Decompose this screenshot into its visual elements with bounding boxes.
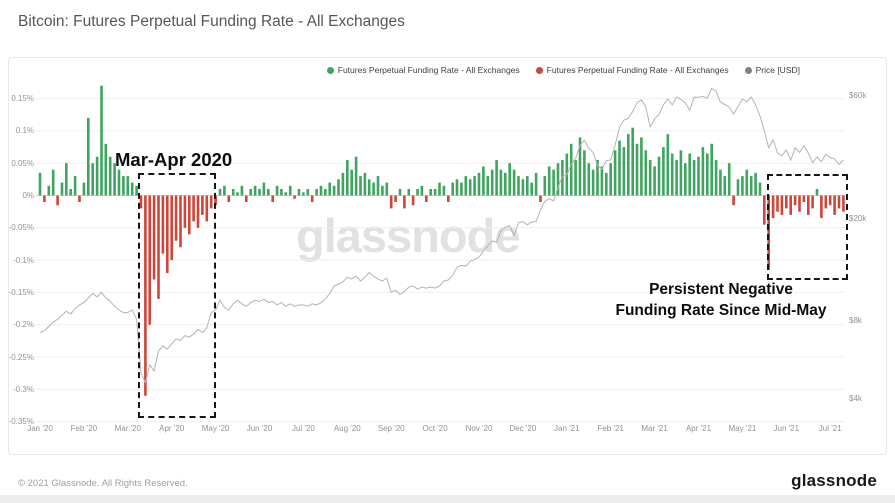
x-axis-tick: Feb '21 bbox=[597, 424, 624, 433]
x-axis-tick: Apr '21 bbox=[685, 424, 712, 433]
legend-item-funding-positive[interactable]: Futures Perpetual Funding Rate - All Exc… bbox=[326, 65, 520, 75]
glassnode-logo[interactable]: glassnode bbox=[791, 471, 877, 490]
gray-dot-icon bbox=[744, 66, 752, 74]
green-dot-icon bbox=[326, 66, 334, 74]
x-axis-tick: Jul '20 bbox=[291, 424, 315, 433]
chart-legend: Futures Perpetual Funding Rate - All Exc… bbox=[326, 65, 800, 75]
y-axis-left-tick: -0.35% bbox=[8, 417, 34, 427]
x-axis-tick: Jan '21 bbox=[554, 424, 580, 433]
legend-label: Futures Perpetual Funding Rate - All Exc… bbox=[546, 65, 729, 75]
glassnode-watermark: glassnode bbox=[296, 209, 520, 262]
x-axis-tick: Jun '21 bbox=[773, 424, 800, 433]
x-axis-tick: Feb '20 bbox=[70, 424, 98, 433]
x-axis-tick: Jul '21 bbox=[818, 424, 842, 433]
y-axis-right-tick: $60k bbox=[849, 90, 867, 100]
y-axis-left-tick: -0.05% bbox=[8, 223, 34, 233]
x-axis-tick: Sep '20 bbox=[377, 424, 405, 433]
x-axis-tick: Mar '21 bbox=[641, 424, 668, 433]
annotation-box-mid-may bbox=[767, 174, 848, 280]
y-axis-left-tick: 0.15% bbox=[11, 94, 34, 104]
x-axis-tick: May '20 bbox=[201, 424, 230, 433]
legend-item-price-usd[interactable]: Price [USD] bbox=[744, 65, 800, 75]
annotation-line-2: Funding Rate Since Mid-May bbox=[615, 302, 827, 319]
y-axis-left-tick: -0.2% bbox=[13, 320, 34, 330]
x-axis-tick: Apr '20 bbox=[159, 424, 185, 433]
annotation-box-mar-apr-2020 bbox=[138, 173, 216, 418]
y-axis-left-tick: -0.15% bbox=[8, 287, 34, 297]
x-axis-tick: Jun '20 bbox=[246, 424, 273, 433]
x-axis-tick: May '21 bbox=[728, 424, 757, 433]
x-axis-tick: Aug '20 bbox=[333, 424, 361, 433]
x-axis-tick: Oct '20 bbox=[422, 424, 448, 433]
x-axis-tick: Nov '20 bbox=[465, 424, 493, 433]
y-axis-right-tick: $4k bbox=[849, 393, 862, 403]
legend-label: Price [USD] bbox=[755, 65, 800, 75]
red-dot-icon bbox=[535, 66, 543, 74]
annotation-persistent-negative: Persistent Negative Funding Rate Since M… bbox=[592, 279, 850, 321]
y-axis-left-tick: -0.3% bbox=[13, 384, 34, 394]
x-axis-tick: Mar '20 bbox=[114, 424, 142, 433]
annotation-line-1: Persistent Negative bbox=[649, 281, 793, 298]
legend-item-funding-negative[interactable]: Futures Perpetual Funding Rate - All Exc… bbox=[535, 65, 729, 75]
annotation-mar-apr-2020: Mar-Apr 2020 bbox=[115, 149, 233, 170]
x-axis-tick: Jan '20 bbox=[27, 424, 53, 433]
legend-label: Futures Perpetual Funding Rate - All Exc… bbox=[337, 65, 520, 75]
y-axis-right-tick: $20k bbox=[849, 213, 867, 223]
y-axis-left-tick: -0.25% bbox=[8, 352, 34, 362]
bottom-strip bbox=[0, 495, 895, 503]
y-axis-left-tick: -0.1% bbox=[13, 255, 34, 265]
y-axis-left-tick: 0.05% bbox=[11, 158, 34, 168]
y-axis-left-tick: 0.1% bbox=[15, 126, 34, 136]
y-axis-right-tick: $8k bbox=[849, 316, 862, 326]
y-axis-left-tick: 0% bbox=[22, 191, 34, 200]
copyright-text: © 2021 Glassnode. All Rights Reserved. bbox=[18, 478, 188, 489]
x-axis-tick: Dec '20 bbox=[509, 424, 537, 433]
page-title: Bitcoin: Futures Perpetual Funding Rate … bbox=[18, 13, 405, 30]
